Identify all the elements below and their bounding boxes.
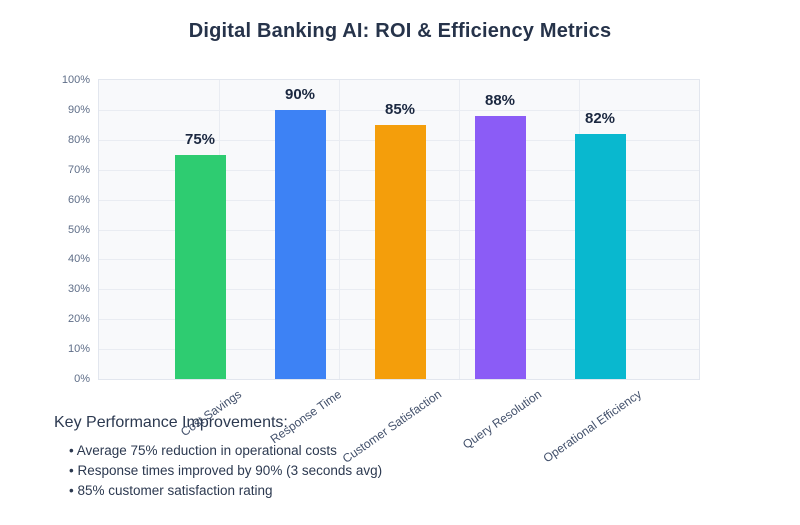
bullet-item: • 85% customer satisfaction rating [69,483,273,498]
key-points-list: • Average 75% reduction in operational c… [69,441,382,501]
gridline-h [99,109,699,111]
bar-query-resolution [474,115,526,379]
bar-cost-savings [174,154,226,379]
y-tick-label: 90% [67,103,90,116]
y-tick-label: 60% [67,193,90,206]
plot-area: 75% Cost Savings 90% Response Time 85% Custom… [98,79,700,466]
chart-title: Digital Banking AI: ROI & Efficiency Met… [188,20,612,42]
bullet-item: • Response times improved by 90% (3 seco… [69,463,383,478]
bar-value-label: 85% [384,100,416,118]
y-tick-label: 10% [67,343,90,356]
bar-value-label: 88% [484,91,516,109]
gridline-v [339,80,340,379]
y-tick-label: 20% [67,313,90,326]
x-tick-label: Operational Efficiency [540,387,645,466]
y-tick-label: 30% [67,283,90,296]
bar-value-label: 75% [184,130,216,148]
annotations-heading: Key Performance Improvements: [54,414,288,431]
y-tick-label: 50% [67,223,90,236]
gridline-v [459,80,460,379]
bar-value-label: 90% [284,85,316,103]
bar-customer-satisfaction [374,124,426,379]
bullet-item: • Average 75% reduction in operational c… [69,443,337,458]
bar-response-time [274,109,326,379]
y-tick-label: 80% [67,133,90,146]
y-tick-label: 100% [61,74,90,86]
y-tick-label: 0% [74,373,90,385]
y-tick-label: 70% [67,163,90,176]
bar-operational-efficiency [574,133,626,379]
y-tick-label: 40% [67,253,90,266]
x-tick-label: Query Resolution [460,387,545,452]
bar-value-label: 82% [584,109,616,127]
